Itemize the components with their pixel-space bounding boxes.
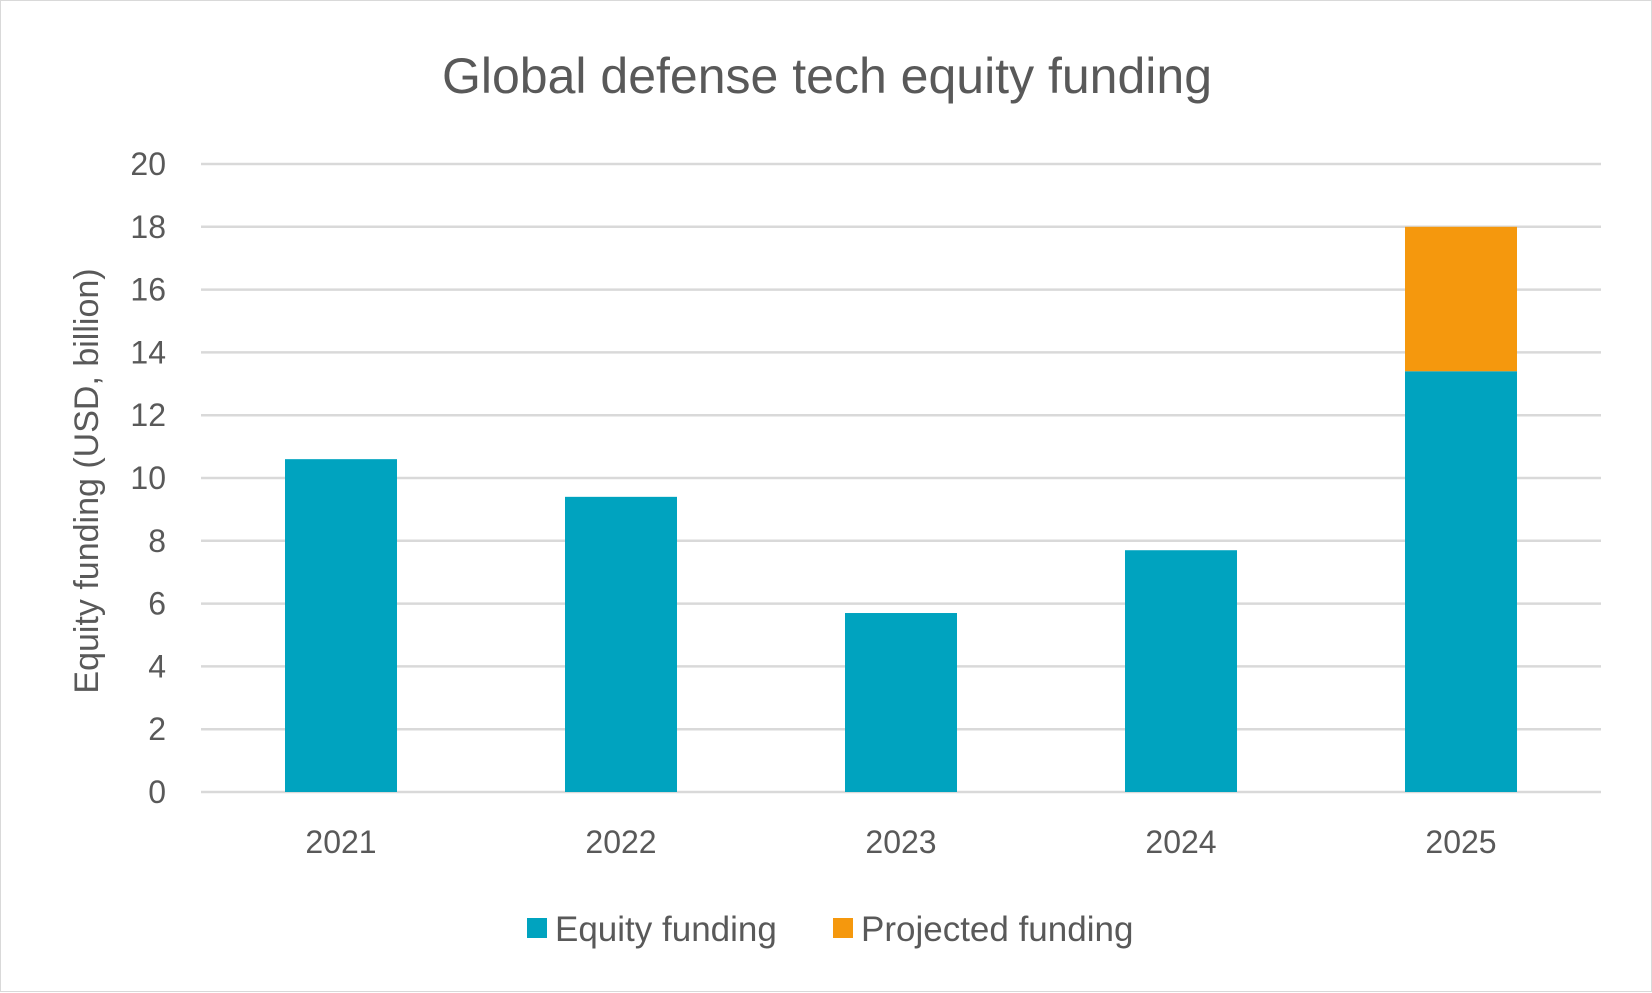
y-tick-label: 18 (130, 209, 166, 245)
legend-label: Projected funding (861, 910, 1133, 949)
x-tick-label: 2023 (865, 824, 936, 860)
y-tick-label: 14 (130, 334, 166, 370)
y-tick-label: 20 (130, 146, 166, 182)
y-tick-label: 6 (148, 586, 166, 622)
legend-label: Equity funding (555, 910, 777, 949)
y-tick-label: 0 (148, 774, 166, 810)
legend-swatch (833, 918, 853, 938)
y-tick-label: 10 (130, 460, 166, 496)
bar-equity-funding (845, 613, 957, 792)
legend: Equity funding Projected funding (527, 910, 1133, 949)
x-tick-label: 2021 (305, 824, 376, 860)
gridlines (201, 162, 1601, 794)
bars (285, 226, 1517, 792)
y-axis-title: Equity funding (USD, billion) (68, 268, 106, 693)
bar-equity-funding (1405, 371, 1517, 792)
y-tick-label: 12 (130, 397, 166, 433)
x-axis-ticks: 2021 2022 2023 2024 2025 (305, 824, 1496, 860)
x-tick-label: 2025 (1425, 824, 1496, 860)
y-tick-label: 4 (148, 648, 166, 684)
bar-equity-funding (565, 496, 677, 792)
x-tick-label: 2022 (585, 824, 656, 860)
y-tick-label: 8 (148, 523, 166, 559)
bar-equity-funding (285, 459, 397, 792)
y-tick-label: 2 (148, 711, 166, 747)
legend-swatch (527, 918, 547, 938)
bar-equity-funding (1125, 550, 1237, 792)
y-tick-label: 16 (130, 272, 166, 308)
y-axis-ticks: 0 2 4 6 8 10 12 14 16 18 20 (130, 146, 166, 810)
x-tick-label: 2024 (1145, 824, 1216, 860)
chart-title: Global defense tech equity funding (442, 48, 1212, 104)
bar-projected-funding (1405, 226, 1517, 372)
